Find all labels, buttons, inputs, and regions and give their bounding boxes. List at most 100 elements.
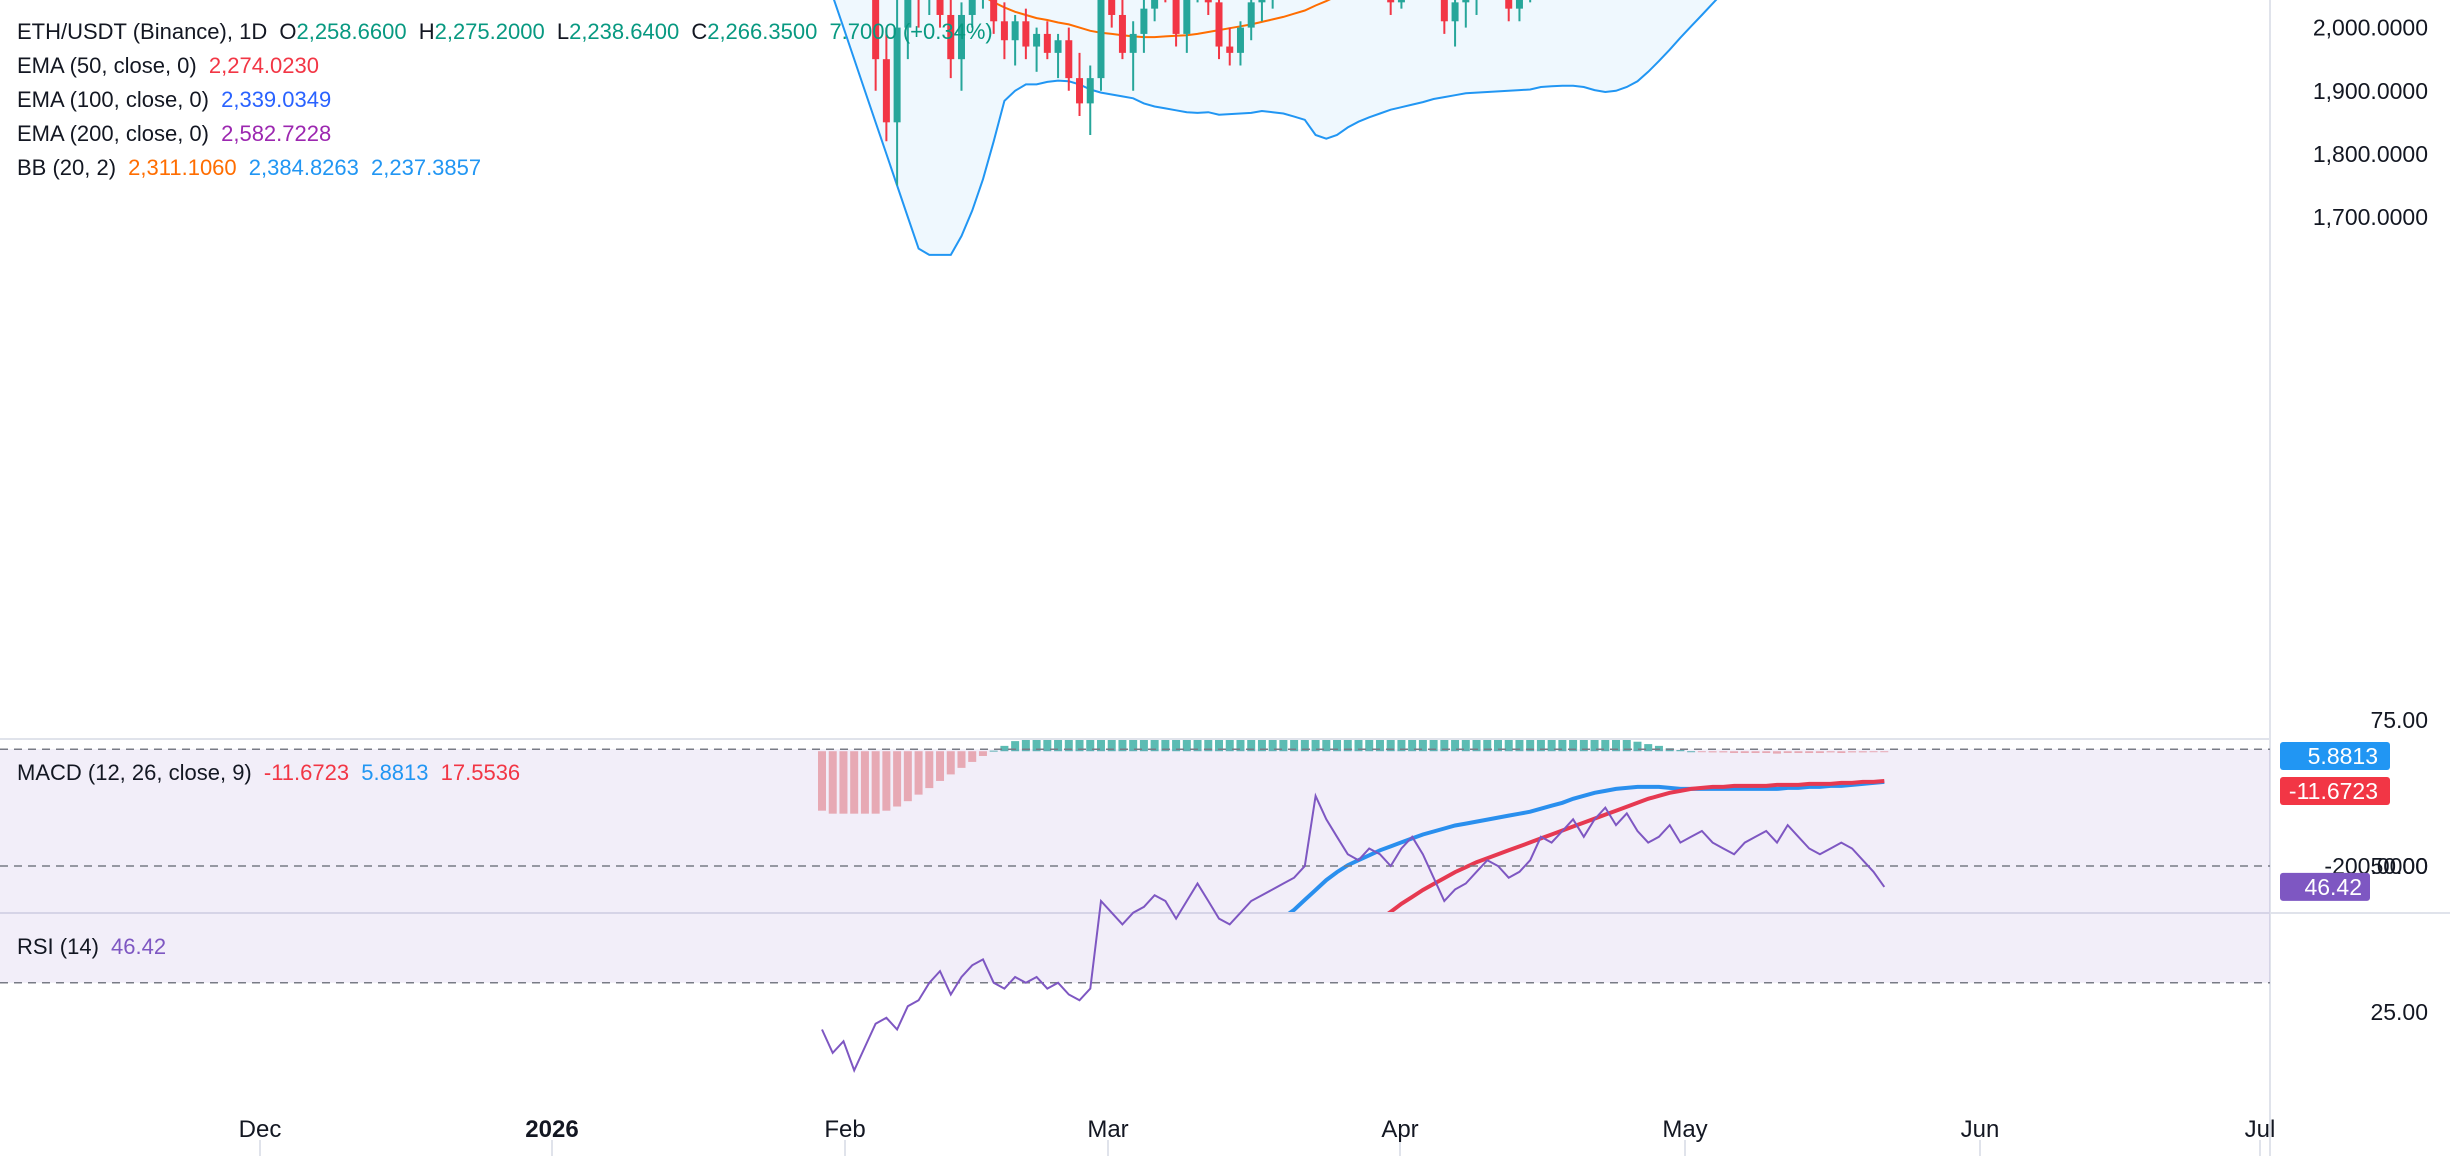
macd-histogram-bar[interactable] [1268,710,1277,752]
macd-histogram-bar[interactable] [1096,723,1105,752]
macd-histogram-bar[interactable] [936,751,945,781]
macd-histogram-bar[interactable] [1558,735,1567,752]
macd-histogram-bar[interactable] [1612,738,1621,752]
macd-histogram-bar[interactable] [925,751,934,789]
macd-histogram-bar[interactable] [1762,751,1771,754]
candle[interactable] [1172,0,1180,47]
macd-histogram-bar[interactable] [1601,737,1610,752]
macd-histogram-bar[interactable] [1826,751,1835,753]
macd-histogram-bar[interactable] [1772,751,1781,754]
macd-histogram-bar[interactable] [1064,727,1073,752]
candle[interactable] [957,2,965,91]
macd-histogram-bar[interactable] [1751,751,1760,754]
macd-signal-line[interactable] [822,779,1885,1111]
macd-histogram-bar[interactable] [903,751,912,802]
macd-histogram-bar[interactable] [1676,750,1685,752]
macd-histogram-bar[interactable] [1579,735,1588,752]
legend-rsi[interactable]: RSI (14) 46.42 [17,930,172,964]
macd-histogram-bar[interactable] [1150,718,1159,752]
macd-histogram-bar[interactable] [1451,723,1460,752]
macd-histogram-bar[interactable] [1172,717,1181,752]
candle[interactable] [936,0,944,28]
candle[interactable] [1204,0,1212,15]
macd-histogram-bar[interactable] [1418,718,1427,752]
legend-bb[interactable]: BB (20, 2) 2,311.1060 2,384.8263 2,237.3… [17,151,487,185]
macd-histogram-bar[interactable] [1182,716,1191,752]
macd-histogram-bar[interactable] [1408,716,1417,752]
macd-histogram-bar[interactable] [1118,720,1127,752]
macd-histogram-bar[interactable] [1697,751,1706,753]
macd-histogram-bar[interactable] [1161,717,1170,752]
macd-histogram-bar[interactable] [1730,751,1739,754]
candle[interactable] [1000,2,1008,60]
candle[interactable] [1054,33,1062,79]
candle[interactable] [990,0,998,34]
macd-histogram-bar[interactable] [871,751,880,814]
macd-histogram-bar[interactable] [1397,714,1406,752]
bb-basis-line[interactable] [822,0,1884,39]
macd-histogram-bar[interactable] [1375,710,1384,752]
time-axis[interactable]: Dec 2026 Feb Mar Apr May Jun Jul [239,1116,2276,1156]
macd-histogram-bar[interactable] [1483,728,1492,752]
macd-histogram-bar[interactable] [1311,705,1320,752]
rsi-line[interactable] [821,792,1886,1074]
candle[interactable] [1226,27,1234,66]
macd-histogram-bar[interactable] [1590,736,1599,752]
macd-histogram-bar[interactable] [1472,727,1481,752]
candle[interactable] [1108,0,1116,28]
macd-histogram-bar[interactable] [914,751,923,795]
candle[interactable] [1462,0,1470,28]
bb-lower-line[interactable] [822,0,1884,256]
macd-histogram-bar[interactable] [893,751,902,807]
candle[interactable] [1269,0,1276,9]
macd-histogram-bar[interactable] [1386,712,1395,752]
macd-histogram-bar[interactable] [1043,732,1052,752]
macd-histogram-bar[interactable] [818,751,826,811]
macd-histogram-bar[interactable] [946,751,955,775]
candle[interactable] [979,0,986,9]
macd-histogram-bar[interactable] [1354,706,1363,752]
macd-histogram-bar[interactable] [1300,706,1309,752]
candle[interactable] [1236,21,1244,66]
macd-histogram-bar[interactable] [1569,735,1578,752]
candle[interactable] [1022,8,1030,60]
macd-histogram-bar[interactable] [1279,708,1288,752]
macd-histogram-bar[interactable] [1719,751,1728,753]
macd-histogram-bar[interactable] [1687,751,1696,753]
macd-histogram-bar[interactable] [1204,715,1213,752]
candle[interactable] [1387,0,1395,15]
macd-histogram-bar[interactable] [1633,741,1642,752]
candle[interactable] [1151,0,1159,22]
candle[interactable] [872,0,880,91]
macd-histogram-bar[interactable] [1547,734,1556,752]
candle[interactable] [1473,0,1480,15]
macd-histogram-bar[interactable] [1622,740,1631,752]
macd-histogram-bar[interactable] [1536,733,1545,752]
macd-histogram-bar[interactable] [1805,751,1814,754]
macd-histogram-bar[interactable] [1107,721,1116,752]
macd-histogram-bar[interactable] [1869,751,1878,753]
legend-ema200[interactable]: EMA (200, close, 0) 2,582.7228 [17,117,337,151]
candle[interactable] [1076,52,1084,117]
macd-histogram-bar[interactable] [1139,719,1148,752]
legend-ema100[interactable]: EMA (100, close, 0) 2,339.0349 [17,83,337,117]
macd-histogram-bar[interactable] [1794,751,1803,754]
macd-histogram-bar[interactable] [1290,707,1299,752]
macd-histogram-bar[interactable] [1858,751,1867,753]
candle[interactable] [1140,0,1148,53]
macd-histogram-bar[interactable] [1322,704,1331,752]
macd-histogram-bar[interactable] [1075,726,1084,752]
macd-histogram-bar[interactable] [1032,734,1041,752]
macd-histogram-bar[interactable] [1333,704,1342,752]
macd-histogram-bar[interactable] [1129,720,1138,752]
candle[interactable] [1086,65,1094,135]
candle[interactable] [1397,0,1405,9]
rsi-pane[interactable] [0,748,2270,1074]
price-axis[interactable]: 2,700.00002,100.00002,000.00001,900.0000… [2280,0,2434,1025]
candle[interactable] [947,0,955,79]
candle[interactable] [915,0,922,28]
macd-histogram-bar[interactable] [1461,725,1470,752]
macd-histogram-bar[interactable] [1815,751,1824,754]
macd-histogram-bar[interactable] [860,751,869,814]
candle[interactable] [1451,0,1459,47]
